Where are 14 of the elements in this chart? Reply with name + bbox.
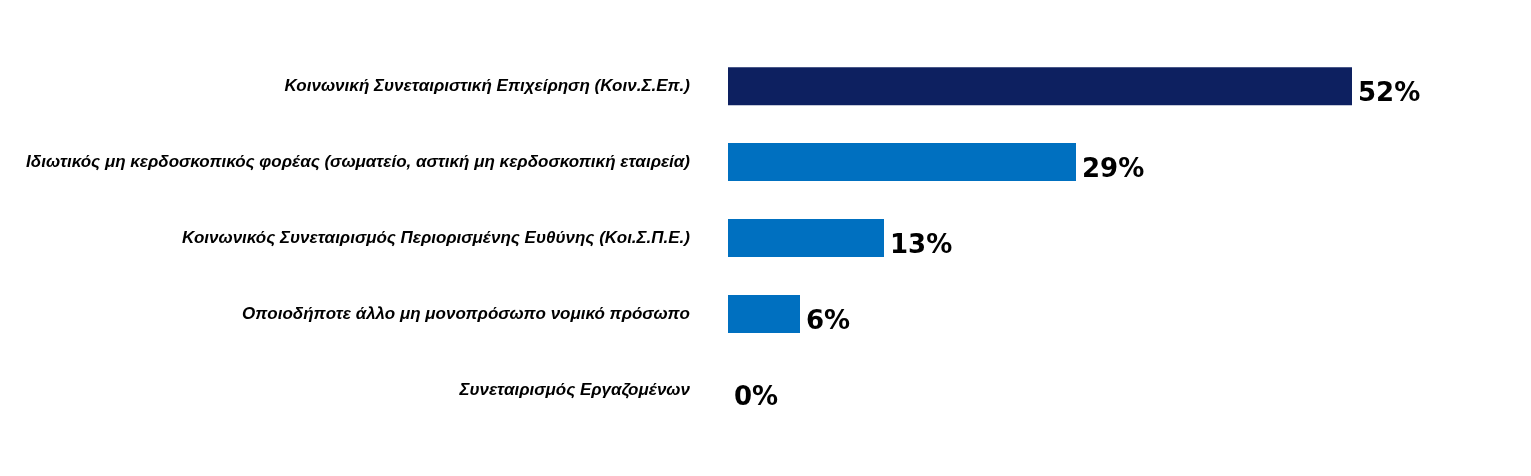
data-label: 52% [1358,76,1421,107]
data-label: 13% [890,228,953,259]
y-tick-label: Κοινωνική Συνεταιριστική Επιχείρηση (Κοιν.Σ.Επ.) [284,75,691,95]
data-label: 0% [734,380,779,411]
bar [728,143,1076,182]
y-tick-label: Κοινωνικός Συνεταιρισμός Περιορισμένης Ευθύνης (Κοι.Σ.Π.Ε.) [181,227,691,247]
bar [728,219,884,257]
y-tick-label: Ιδιωτικός μη κερδοσκοπικός φορέας (σωματείο, αστική μη κερδοσκοπική εταιρεία) [26,151,691,171]
data-label: 6% [806,304,851,335]
y-tick-label: Οποιοδήποτε άλλο μη μονοπρόσωπο νομικό πρόσωπο [242,303,690,323]
data-label: 29% [1082,152,1145,183]
y-tick-label: Συνεταιρισμός Εργαζομένων [458,379,691,399]
bar [728,294,800,333]
bar [728,67,1352,106]
